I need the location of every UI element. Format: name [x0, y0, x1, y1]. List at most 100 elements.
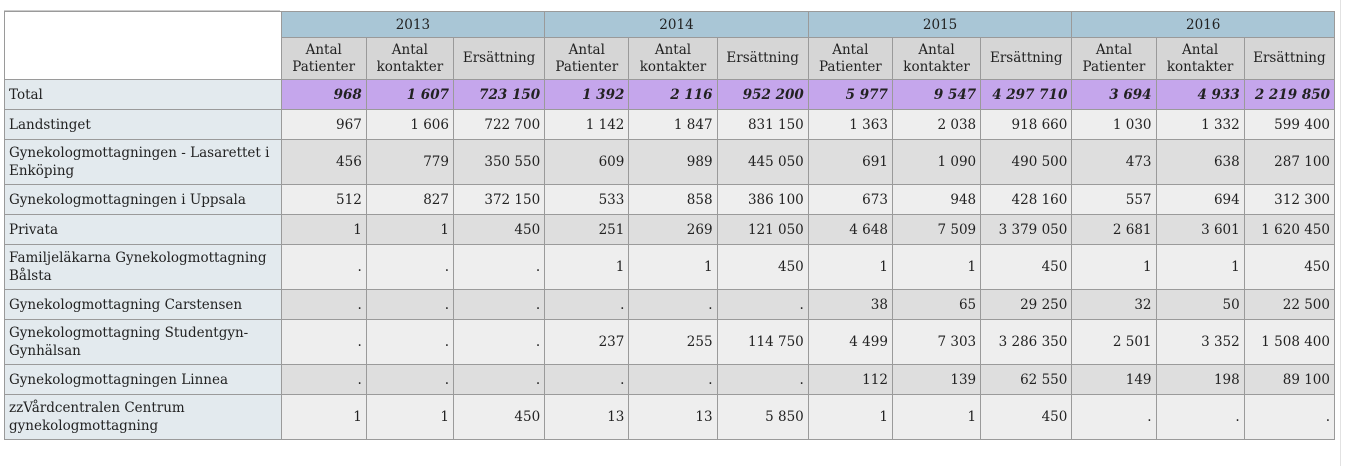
table-cell: . [280, 319, 367, 365]
table-cell: . [365, 244, 454, 290]
measure-header-text: kontakter [1166, 58, 1234, 75]
table-cell: 269 [628, 214, 718, 245]
table-cell: 139 [891, 364, 982, 395]
table-cell: . [452, 364, 546, 395]
table-cell: 386 100 [716, 184, 809, 215]
table-cell: 4 297 710 [980, 79, 1073, 110]
year-header-2013: 2013 [280, 11, 546, 38]
table-cell: 673 [807, 184, 893, 215]
table-cell: 450 [452, 214, 546, 245]
table-cell: . [628, 364, 718, 395]
measure-header: Antal kontakter [891, 37, 982, 80]
corner-cell [4, 11, 282, 80]
table-cell: 450 [1243, 244, 1336, 290]
table-cell: 4 648 [807, 214, 893, 245]
table-cell: 2 681 [1071, 214, 1157, 245]
row-label: Gynekologmottagningen Linnea [4, 364, 282, 395]
table-row: Gynekologmottagning Studentgyn-Gynhälsan… [4, 319, 1336, 365]
table-top-rule [4, 10, 280, 11]
table-cell: 967 [280, 109, 367, 140]
table-cell: 2 219 850 [1243, 79, 1336, 110]
table-cell: 1 [365, 214, 454, 245]
table-cell: 952 200 [716, 79, 809, 110]
table-cell: 473 [1071, 139, 1157, 185]
table-cell: . [365, 364, 454, 395]
table-cell: 1 [280, 394, 367, 440]
table-cell: 114 750 [716, 319, 809, 365]
table-cell: 287 100 [1243, 139, 1336, 185]
table-cell: . [1071, 394, 1157, 440]
pivot-table: 2013 2014 2015 2016 Antal Patienter Antal konta… [4, 11, 1336, 440]
table-cell: . [544, 364, 630, 395]
measure-header: Ersättning [716, 37, 809, 80]
row-label: Total [4, 79, 282, 110]
table-cell: 968 [280, 79, 367, 110]
table-cell: 918 660 [980, 109, 1073, 140]
table-cell: 9 547 [891, 79, 982, 110]
table-cell: 312 300 [1243, 184, 1336, 215]
table-cell: 694 [1155, 184, 1245, 215]
table-cell: 512 [280, 184, 367, 215]
year-header-2014: 2014 [544, 11, 809, 38]
table-cell: . [716, 364, 809, 395]
table-cell: 350 550 [452, 139, 546, 185]
table-cell: 691 [807, 139, 893, 185]
measure-header-text: Antal [832, 41, 869, 58]
table-cell: 1 [1071, 244, 1157, 290]
table-cell: 3 379 050 [980, 214, 1073, 245]
measure-header-text: kontakter [376, 58, 444, 75]
table-cell: 557 [1071, 184, 1157, 215]
row-label: Landstinget [4, 109, 282, 140]
table-cell: 2 038 [891, 109, 982, 140]
page-scroll-edge [1340, 0, 1362, 466]
measure-header-text: Antal [1095, 41, 1133, 58]
measure-header-text: kontakter [639, 58, 707, 75]
table-cell: 989 [628, 139, 718, 185]
table-cell: 722 700 [452, 109, 546, 140]
total-row: Total 968 1 607 723 150 1 392 2 116 952 200 5 9… [4, 79, 1336, 110]
table-cell: 1 508 400 [1243, 319, 1336, 365]
measure-header: Ersättning [452, 37, 546, 80]
table-row: Gynekologmottagning Carstensen...... 38 65… [4, 289, 1336, 320]
table-cell: 50 [1155, 289, 1245, 320]
table-cell: 62 550 [980, 364, 1073, 395]
measure-header-text: Patienter [818, 58, 882, 75]
table-cell: 3 694 [1071, 79, 1157, 110]
table-cell: 1 [807, 244, 893, 290]
table-cell: . [280, 244, 367, 290]
table-cell: 450 [716, 244, 809, 290]
table-row: Gynekologmottagningen - Lasarettet i Enk… [4, 139, 1336, 185]
table-cell: 65 [891, 289, 982, 320]
table-cell: 948 [891, 184, 982, 215]
table-row: Familjeläkarna Gynekologmottagning Bålst… [4, 244, 1336, 290]
row-label: Gynekologmottagningen i Uppsala [4, 184, 282, 215]
table-cell: 1 142 [544, 109, 630, 140]
measure-header-text: Ersättning [990, 50, 1063, 66]
table-cell: 490 500 [980, 139, 1073, 185]
measure-header: Ersättning [980, 37, 1073, 80]
table-cell: 858 [628, 184, 718, 215]
measure-header: Ersättning [1243, 37, 1336, 80]
table-cell: 779 [365, 139, 454, 185]
table-cell: 29 250 [980, 289, 1073, 320]
table-cell: . [365, 289, 454, 320]
table-cell: . [365, 319, 454, 365]
table-cell: 5 850 [716, 394, 809, 440]
row-label: Familjeläkarna Gynekologmottagning Bålst… [4, 244, 282, 290]
table-cell: 13 [628, 394, 718, 440]
table-cell: . [1155, 394, 1245, 440]
year-header-2016: 2016 [1071, 11, 1335, 38]
table-cell: 2 116 [628, 79, 718, 110]
table-cell: 831 150 [716, 109, 809, 140]
table-cell: 13 [544, 394, 630, 440]
table-cell: 3 352 [1155, 319, 1245, 365]
table-cell: 1 [544, 244, 630, 290]
table-cell: 1 030 [1071, 109, 1157, 140]
table-row: zzVårdcentralen Centrum gynekologmottagn… [4, 394, 1336, 440]
measure-header-text: Ersättning [462, 50, 536, 66]
table-cell: 1 363 [807, 109, 893, 140]
table-cell: . [452, 319, 546, 365]
table-cell: 533 [544, 184, 630, 215]
table-cell: 1 [628, 244, 718, 290]
table-cell: . [452, 289, 546, 320]
